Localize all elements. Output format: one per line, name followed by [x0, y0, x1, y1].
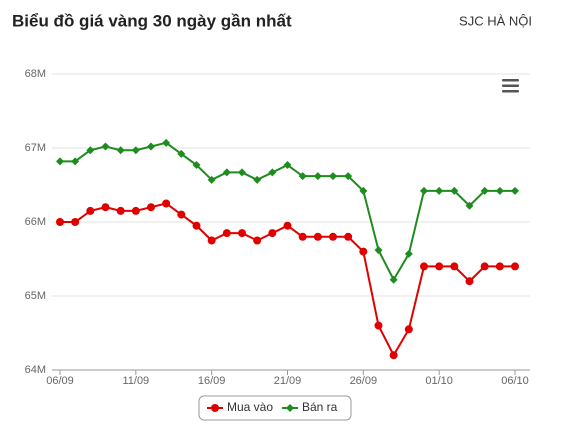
- point: [298, 172, 307, 181]
- point: [420, 186, 428, 195]
- chart-title: Biểu đồ giá vàng 30 ngày gần nhất: [12, 11, 292, 30]
- point: [404, 249, 413, 258]
- point: [177, 210, 186, 219]
- point: [344, 172, 353, 181]
- y-tick-label: 68M: [25, 68, 46, 80]
- point: [374, 246, 383, 255]
- point: [389, 351, 398, 360]
- point: [450, 186, 459, 195]
- y-tick-label: 66M: [25, 216, 46, 228]
- point: [71, 157, 80, 166]
- point: [207, 175, 216, 184]
- x-tick-label: 26/09: [350, 375, 378, 387]
- x-tick-label: 06/10: [501, 375, 529, 387]
- point: [253, 175, 262, 184]
- point: [101, 142, 110, 151]
- point: [313, 172, 322, 181]
- point: [222, 229, 231, 238]
- point: [298, 232, 307, 241]
- legend-box: [198, 395, 352, 421]
- point: [147, 142, 155, 151]
- point: [435, 262, 444, 271]
- y-tick-label: 64M: [25, 364, 46, 376]
- point: [71, 218, 80, 226]
- point: [131, 206, 140, 215]
- point: [192, 221, 201, 230]
- legend-label: Mua vào: [227, 400, 273, 414]
- point: [404, 325, 413, 334]
- legend-label: Bán ra: [302, 400, 338, 414]
- menu-icon[interactable]: [502, 79, 519, 93]
- point: [56, 218, 64, 226]
- point: [495, 186, 504, 195]
- point: [268, 229, 277, 238]
- legend-marker: [286, 404, 294, 412]
- point: [313, 232, 322, 241]
- point: [344, 232, 353, 241]
- point: [465, 201, 474, 210]
- x-tick-label: 06/09: [46, 375, 74, 387]
- point: [495, 262, 504, 271]
- x-tick-label: 21/09: [274, 375, 302, 387]
- x-tick-label: 11/09: [122, 375, 149, 387]
- point: [207, 236, 216, 245]
- point: [465, 277, 474, 286]
- point: [56, 157, 64, 166]
- point: [192, 161, 201, 170]
- point: [480, 262, 489, 271]
- point: [222, 168, 231, 177]
- point: [283, 221, 292, 230]
- point: [329, 232, 337, 241]
- point: [147, 203, 155, 212]
- chart-subtitle: SJC HÀ NỘI: [459, 13, 532, 28]
- point: [450, 262, 459, 271]
- legend-marker: [211, 404, 219, 412]
- x-tick-label: 16/09: [198, 375, 226, 387]
- point: [253, 236, 262, 245]
- point: [480, 186, 489, 195]
- point: [116, 146, 125, 155]
- point: [359, 186, 368, 195]
- point: [238, 229, 246, 238]
- point: [177, 149, 186, 158]
- point: [162, 138, 171, 147]
- point: [511, 262, 519, 271]
- point: [435, 186, 444, 195]
- point: [420, 262, 428, 271]
- x-tick-label: 01/10: [425, 375, 453, 387]
- point: [101, 203, 110, 212]
- point: [86, 146, 95, 155]
- point: [359, 247, 368, 256]
- point: [238, 168, 246, 177]
- point: [329, 172, 337, 181]
- point: [389, 275, 398, 284]
- y-tick-label: 67M: [25, 142, 46, 154]
- point: [283, 161, 292, 170]
- point: [131, 146, 140, 155]
- point: [116, 206, 125, 215]
- point: [374, 321, 383, 330]
- y-tick-label: 65M: [25, 290, 46, 302]
- point: [86, 206, 95, 215]
- point: [162, 199, 171, 208]
- point: [268, 168, 277, 177]
- point: [511, 186, 519, 195]
